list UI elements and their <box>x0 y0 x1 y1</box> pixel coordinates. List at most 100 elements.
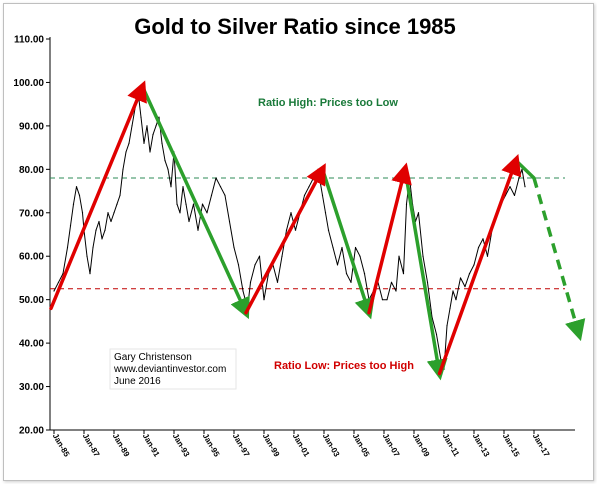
ratio-point <box>402 273 405 275</box>
x-tick-label: Jan-97 <box>231 432 252 459</box>
ratio-point <box>176 203 178 205</box>
ratio-point <box>182 186 184 188</box>
ratio-point <box>201 203 204 205</box>
ratio-point <box>513 194 516 196</box>
ratio-point <box>72 203 75 205</box>
ratio-point <box>62 273 64 275</box>
ratio-point <box>92 246 94 249</box>
credit-author: Gary Christenson <box>114 352 192 363</box>
x-tick-label: Jan-89 <box>111 432 132 459</box>
ratio-point <box>363 273 366 275</box>
ratio-point <box>398 255 400 257</box>
chart-frame <box>3 3 594 481</box>
ratio-point <box>89 273 91 275</box>
projected-down-arrow <box>532 177 586 342</box>
ratio-point <box>263 299 265 301</box>
ratio-point <box>332 246 334 249</box>
credit-website: www.deviantinvestor.com <box>113 364 226 375</box>
ratio-point <box>368 299 370 301</box>
y-tick-label: 90.00 <box>19 121 44 132</box>
ratio-point <box>452 290 454 292</box>
x-tick-label: Jan-09 <box>411 432 432 459</box>
ratio-point <box>228 220 231 223</box>
x-tick-label: Jan-11 <box>441 432 462 459</box>
up-trend-arrow <box>244 163 326 315</box>
ratio-point <box>161 142 163 144</box>
ratio-point <box>435 333 438 336</box>
ratio-point <box>104 229 106 231</box>
ratio-point <box>524 186 526 188</box>
ratio-point <box>303 194 306 196</box>
ratio-point <box>185 203 187 205</box>
ratio-point <box>57 281 60 283</box>
ratio-point <box>449 307 451 309</box>
x-tick-label: Jan-03 <box>321 432 342 459</box>
ratio-point <box>308 186 310 188</box>
ratio-point <box>143 142 145 144</box>
ratio-point <box>206 212 208 214</box>
ratio-point <box>95 229 97 231</box>
ratio-point <box>116 203 118 205</box>
ratio-point <box>78 194 81 196</box>
ratio-point <box>53 290 55 292</box>
y-tick-label: 40.00 <box>19 339 44 350</box>
y-tick-label: 100.00 <box>13 78 44 89</box>
x-tick-label: Jan-95 <box>201 432 222 459</box>
ratio-point <box>350 281 352 283</box>
chart-title: Gold to Silver Ratio since 1985 <box>134 14 456 39</box>
ratio-point <box>324 212 327 214</box>
ratio-point <box>477 246 480 249</box>
ratio-point <box>473 264 475 266</box>
ratio-point <box>405 203 408 205</box>
x-tick-label: Jan-01 <box>291 432 312 459</box>
ratio-point <box>101 238 103 240</box>
ratio-point <box>140 116 142 118</box>
ratio-point <box>486 255 489 257</box>
ratio-point <box>131 125 133 127</box>
ratio-point <box>341 246 343 249</box>
ratio-point <box>312 177 315 179</box>
ratio-point <box>215 177 217 179</box>
y-tick-label: 20.00 <box>19 426 44 437</box>
x-tick-label: Jan-91 <box>141 432 162 459</box>
ratio-point <box>158 116 160 118</box>
ratio-point <box>146 125 148 127</box>
down-trend-arrow <box>320 167 375 320</box>
ratio-point <box>408 177 411 179</box>
ratio-point <box>345 273 348 275</box>
annotation-ratio-high: Ratio High: Prices too Low <box>258 97 398 109</box>
ratio-point <box>155 125 157 127</box>
ratio-point <box>455 299 457 301</box>
ratio-point <box>122 168 124 170</box>
trend-arrows <box>49 80 586 381</box>
ratio-point <box>459 277 462 279</box>
x-tick-label: Jan-05 <box>351 432 372 459</box>
credit-box: Gary Christenson www.deviantinvestor.com… <box>109 348 237 390</box>
ratio-point <box>86 255 88 257</box>
ratio-point <box>354 246 357 249</box>
ratio-point <box>66 246 69 249</box>
ratio-point <box>188 220 190 223</box>
ratio-point <box>219 186 222 188</box>
ratio-point <box>98 220 100 223</box>
ratio-point <box>386 299 388 301</box>
ratio-point <box>443 368 445 370</box>
ratio-point <box>258 255 261 257</box>
ratio-point <box>285 229 288 231</box>
ratio-point <box>210 194 213 196</box>
x-tick-label: Jan-85 <box>51 432 72 459</box>
ratio-point <box>237 264 240 266</box>
ratio-point <box>254 264 256 266</box>
ratio-point <box>390 281 393 283</box>
ratio-point <box>119 194 121 196</box>
ratio-point <box>518 177 520 179</box>
ratio-point <box>446 325 448 327</box>
ratio-point <box>440 359 442 362</box>
ratio-point <box>224 194 226 196</box>
y-tick-label: 30.00 <box>19 382 44 393</box>
ratio-point <box>179 212 181 214</box>
y-tick-label: 60.00 <box>19 252 44 263</box>
y-tick-label: 80.00 <box>19 165 44 176</box>
y-tick-label: 70.00 <box>19 208 44 219</box>
